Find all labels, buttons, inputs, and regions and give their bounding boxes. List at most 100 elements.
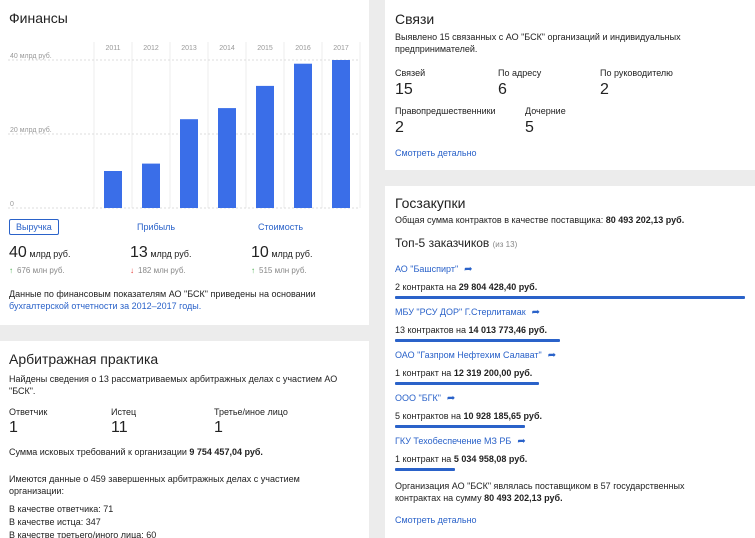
- procurement-summary: Организация АО "БСК" являлась поставщико…: [395, 480, 715, 504]
- metric-profit: 13 млрд руб. ↓ 182 млн руб.: [130, 244, 191, 275]
- stat-by-manager-label: По руководителю: [600, 68, 673, 78]
- claims-value: 9 754 457,04 руб.: [189, 447, 263, 457]
- arbitration-card: Арбитражная практика Найдены сведения о …: [0, 341, 369, 538]
- metric-revenue-unit: млрд руб.: [29, 249, 71, 259]
- customer-name-row: ОАО "Газпром Нефтехим Салават" ➦: [395, 350, 557, 361]
- share-icon[interactable]: ➦: [446, 393, 456, 404]
- links-title: Связи: [395, 11, 435, 27]
- metric-revenue-value: 40: [9, 244, 27, 261]
- claims-label: Сумма исковых требований к организации: [9, 447, 187, 457]
- customer-item: МБУ "РСУ ДОР" Г.Стерлитамак ➦ 13 контракт…: [395, 307, 747, 342]
- share-icon[interactable]: ➦: [517, 436, 526, 447]
- arb-plaintiff-label: Истец: [111, 407, 137, 417]
- stat-subsidiaries-value: 5: [525, 119, 534, 136]
- customer-share-bar: [395, 296, 745, 299]
- top-customers-heading: Топ-5 заказчиков: [395, 236, 490, 250]
- arbitration-claims: Сумма исковых требований к организации 9…: [9, 447, 263, 457]
- customer-link[interactable]: ГКУ Техобеспечение МЗ РБ: [395, 436, 512, 446]
- metric-value-unit: млрд руб.: [271, 249, 313, 259]
- stat-links-value: 15: [395, 81, 413, 98]
- arb-defendant-label: Ответчик: [9, 407, 48, 417]
- customer-contracts: 13 контрактов на 14 013 773,46 руб.: [395, 325, 547, 335]
- revenue-chart: 0 20 млрд руб. 40 млрд руб. 2011 2012 2013 201…: [8, 42, 361, 209]
- arb-third-party-count: 1: [214, 419, 223, 436]
- customer-link[interactable]: МБУ "РСУ ДОР" Г.Стерлитамак: [395, 307, 526, 317]
- metric-value: 10 млрд руб. ↑ 515 млн руб.: [251, 244, 312, 275]
- stat-predecessors: Правопредшественники 2: [395, 106, 496, 137]
- tab-revenue[interactable]: Выручка: [9, 219, 59, 235]
- procurement-sum: Общая сумма контрактов в качестве постав…: [395, 215, 684, 225]
- arb-third-party: Третье/иное лицо 1: [214, 407, 288, 437]
- metric-profit-delta: ↓ 182 млн руб.: [130, 266, 186, 275]
- arbitration-roles: В качестве ответчика: 71 В качестве истц…: [9, 503, 156, 538]
- role-third-party: В качестве третьего/иного лица: 60: [9, 530, 157, 538]
- role-defendant: В качестве ответчика: 71: [9, 504, 114, 514]
- arbitration-intro: Найдены сведения о 13 рассматриваемых ар…: [9, 374, 338, 396]
- customer-name-row: ГКУ Техобеспечение МЗ РБ ➦: [395, 436, 526, 447]
- arbitration-completed: Имеются данные о 459 завершенных арбитра…: [9, 474, 300, 496]
- metric-value-value: 10: [251, 244, 269, 261]
- y-tick-label: 0: [10, 201, 14, 208]
- stat-links: Связей 15: [395, 68, 425, 99]
- arb-defendant: Ответчик 1: [9, 407, 47, 437]
- stat-links-label: Связей: [395, 68, 426, 78]
- customer-name-row: ООО "БГК" ➦: [395, 393, 456, 404]
- accounting-report-link[interactable]: бухгалтерской отчетности за 2012–2017 го…: [9, 301, 202, 311]
- stat-by-address: По адресу 6: [498, 68, 541, 99]
- share-icon[interactable]: ➦: [531, 307, 541, 318]
- role-plaintiff: В качестве истца: 347: [9, 517, 101, 527]
- stat-subsidiaries-label: Дочерние: [525, 106, 566, 116]
- links-intro: Выявлено 15 связанных с АО "БСК" организ…: [395, 32, 681, 54]
- x-tick-label: 2015: [257, 45, 273, 52]
- customer-contracts: 1 контракт на 5 034 958,08 руб.: [395, 454, 528, 464]
- customer-link[interactable]: ООО "БГК": [395, 393, 441, 403]
- share-icon[interactable]: ➦: [547, 350, 557, 361]
- metric-revenue-delta: ↑ 676 млн руб.: [9, 266, 65, 275]
- top-customers-title: Топ-5 заказчиков (из 13): [395, 236, 517, 250]
- finance-card: Финансы 0 20 млрд руб. 40 млрд руб. 2011 201…: [0, 0, 369, 325]
- customer-item: ООО "БГК" ➦ 5 контрактов на 10 928 185,65…: [395, 393, 747, 428]
- stat-predecessors-value: 2: [395, 119, 404, 136]
- procurement-summary-value: 80 493 202,13 руб.: [484, 493, 563, 503]
- chart-bar: [142, 163, 160, 208]
- stat-subsidiaries: Дочерние 5: [525, 106, 566, 137]
- customer-contracts: 2 контракта на 29 804 428,40 руб.: [395, 282, 538, 292]
- x-tick-label: 2012: [143, 45, 159, 52]
- customer-share-bar: [395, 382, 539, 385]
- customer-item: ОАО "Газпром Нефтехим Салават" ➦ 1 контра…: [395, 350, 747, 385]
- customer-link[interactable]: АО "Башспирт": [395, 264, 459, 274]
- customer-link[interactable]: ОАО "Газпром Нефтехим Салават": [395, 350, 542, 360]
- y-tick-label: 40 млрд руб.: [10, 52, 52, 60]
- x-tick-label: 2017: [333, 45, 349, 52]
- tab-value[interactable]: Стоимость: [258, 222, 304, 232]
- finance-note-text: Данные по финансовым показателям АО "БСК…: [9, 289, 316, 299]
- customer-contracts: 5 контрактов на 10 928 185,65 руб.: [395, 411, 542, 421]
- chart-bar: [256, 85, 274, 208]
- customer-item: ГКУ Техобеспечение МЗ РБ ➦ 1 контракт на …: [395, 436, 747, 471]
- procurement-summary-text: Организация АО "БСК" являлась поставщико…: [395, 481, 685, 503]
- arrow-up-icon: ↑: [9, 266, 13, 275]
- tab-profit[interactable]: Прибыль: [137, 222, 176, 232]
- procurement-more-link[interactable]: Смотреть детально: [395, 515, 477, 525]
- metric-value-delta: ↑ 515 млн руб.: [251, 266, 307, 275]
- finance-title: Финансы: [9, 10, 68, 26]
- customer-share-bar: [395, 339, 560, 342]
- chart-bar: [180, 119, 198, 208]
- top-customers-count: (из 13): [492, 240, 518, 249]
- metric-profit-value: 13: [130, 244, 148, 261]
- stat-by-address-label: По адресу: [498, 68, 542, 78]
- links-card: Связи Выявлено 15 связанных с АО "БСК" о…: [385, 0, 755, 170]
- x-tick-label: 2013: [181, 45, 197, 52]
- chart-bar: [104, 171, 122, 208]
- customer-share-bar: [395, 425, 525, 428]
- stat-by-address-value: 6: [498, 81, 507, 98]
- stat-by-manager: По руководителю 2: [600, 68, 673, 99]
- procurement-title: Госзакупки: [395, 195, 466, 211]
- share-icon[interactable]: ➦: [464, 264, 473, 275]
- customer-contracts: 1 контракт на 12 319 200,00 руб.: [395, 368, 533, 378]
- links-more-link[interactable]: Смотреть детально: [395, 148, 477, 158]
- x-tick-label: 2016: [295, 45, 311, 52]
- metric-profit-unit: млрд руб.: [150, 249, 192, 259]
- stat-predecessors-label: Правопредшественники: [395, 106, 496, 116]
- procurement-card: Госзакупки Общая сумма контрактов в каче…: [385, 186, 755, 538]
